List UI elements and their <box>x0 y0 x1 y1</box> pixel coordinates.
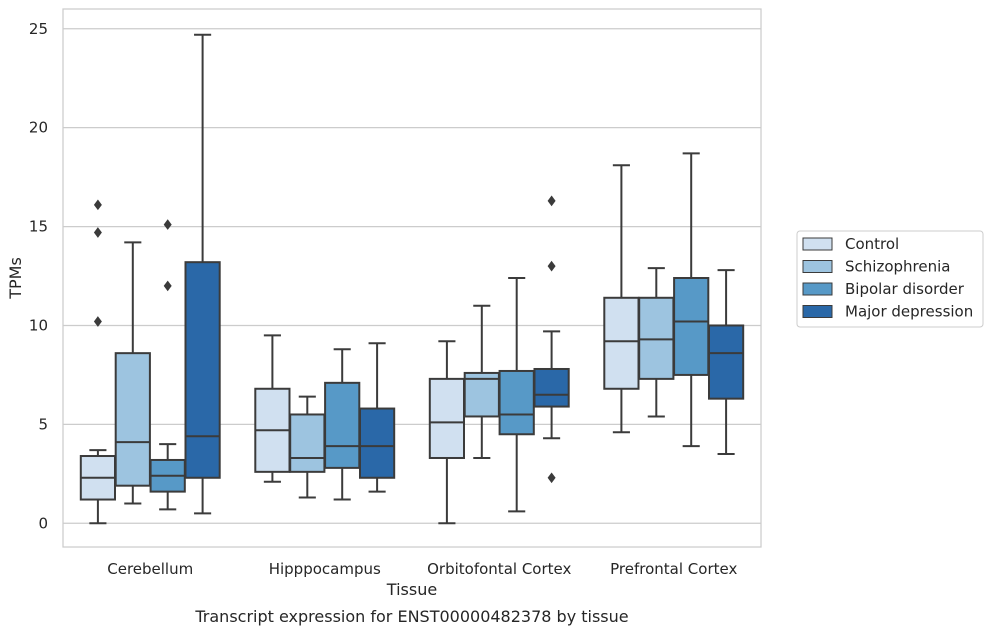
legend: Control Schizophrenia Bipolar disorder Majo… <box>796 230 984 328</box>
y-tick-label: 25 <box>29 20 48 38</box>
y-tick-label: 15 <box>29 218 48 236</box>
iqr-box <box>289 413 326 473</box>
legend-label: Schizophrenia <box>845 258 950 276</box>
chart-caption: Transcript expression for ENST0000048237… <box>194 607 628 626</box>
category-group <box>254 334 396 501</box>
box <box>324 348 361 501</box>
box <box>254 334 291 483</box>
outlier-point <box>547 260 556 272</box>
outlier-point <box>93 199 102 211</box>
box <box>114 241 151 505</box>
legend-swatch <box>802 282 833 296</box>
outlier-point <box>163 280 172 292</box>
box <box>673 152 710 448</box>
box <box>358 342 396 493</box>
box <box>79 199 117 525</box>
x-tick-label: Cerebellum <box>107 560 193 578</box>
y-axis-label: TPMs <box>6 257 25 300</box>
iqr-box <box>428 377 466 459</box>
x-axis-label: Tissue <box>386 580 437 599</box>
y-tick-labels: 0 5 10 15 20 25 <box>29 20 48 532</box>
box <box>498 277 535 513</box>
box <box>707 269 745 456</box>
iqr-box <box>707 324 745 400</box>
box <box>463 304 500 459</box>
box-groups <box>79 33 745 525</box>
box <box>289 395 326 499</box>
box <box>149 219 186 511</box>
legend-swatch <box>802 305 833 318</box>
outlier-point <box>163 219 172 230</box>
iqr-box <box>673 277 710 376</box>
iqr-box <box>358 407 396 479</box>
outlier-point <box>547 472 556 484</box>
legend-label: Bipolar disorder <box>845 280 965 298</box>
box <box>603 164 640 434</box>
legend-label: Major depression <box>845 303 973 321</box>
category-group <box>428 195 570 525</box>
x-tick-label: Orbitofontal Cortex <box>427 560 571 578</box>
y-tick-label: 10 <box>29 316 48 334</box>
x-tick-label: Hipppocampus <box>269 560 381 578</box>
box <box>428 340 466 525</box>
y-tick-label: 5 <box>38 415 48 433</box>
category-group <box>603 152 745 456</box>
box <box>638 267 675 418</box>
plot-frame <box>62 8 762 548</box>
iqr-box <box>184 261 221 479</box>
outlier-point <box>547 195 556 207</box>
box <box>184 33 221 515</box>
legend-frame <box>796 230 984 328</box>
iqr-box <box>498 369 535 436</box>
y-tick-label: 0 <box>38 514 48 532</box>
legend-label: Control <box>845 235 899 253</box>
legend-swatch <box>802 237 833 251</box>
outlier-point <box>93 227 102 238</box>
iqr-box <box>533 367 570 408</box>
outlier-point <box>93 316 102 327</box>
iqr-box <box>463 371 500 418</box>
legend-swatch <box>802 260 833 273</box>
iqr-box <box>324 381 361 469</box>
iqr-box <box>603 296 640 390</box>
iqr-box <box>114 352 151 487</box>
x-tick-labels: Cerebellum Hipppocampus Orbitofontal Corte… <box>107 560 737 578</box>
y-gridlines <box>63 28 761 524</box>
box <box>533 195 570 484</box>
y-tick-label: 20 <box>29 119 48 137</box>
category-group <box>79 33 221 525</box>
x-tick-label: Prefrontal Cortex <box>610 560 737 578</box>
